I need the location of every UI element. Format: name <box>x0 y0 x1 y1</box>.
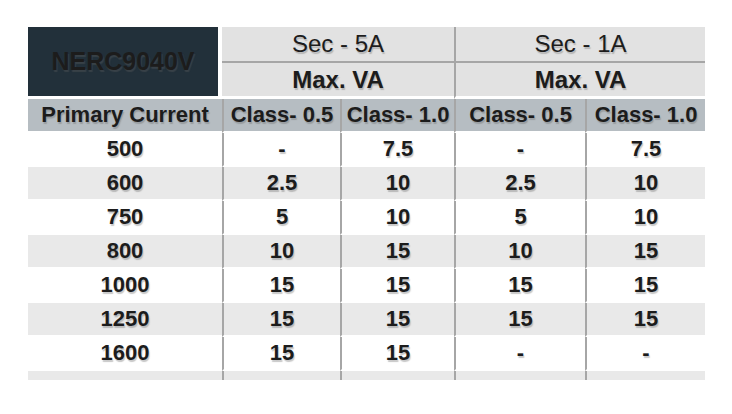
empty-footer-cell <box>340 371 454 380</box>
subheader-max-va-sec5a: Max. VA <box>222 63 454 99</box>
cell-value: 2.5 <box>454 167 585 201</box>
cell-primary-current: 1600 <box>28 337 222 371</box>
cell-value: 15 <box>340 337 454 371</box>
cell-value: 15 <box>585 235 705 269</box>
cell-value: - <box>454 337 585 371</box>
cell-value: - <box>222 133 340 167</box>
cell-value: 10 <box>585 167 705 201</box>
cell-value: 10 <box>585 201 705 235</box>
column-header-row: Primary Current Class- 0.5 Class- 1.0 Cl… <box>28 99 705 133</box>
page: NERC9040V Sec - 5A Sec - 1A Max. VA Max.… <box>0 0 732 414</box>
cell-value: 15 <box>340 303 454 337</box>
cell-value: 5 <box>454 201 585 235</box>
column-header-class-05-sec5a: Class- 0.5 <box>222 99 340 133</box>
cell-value: 15 <box>585 303 705 337</box>
column-header-class-05-sec1a: Class- 0.5 <box>454 99 585 133</box>
empty-footer-cell <box>454 371 585 380</box>
empty-footer-cell <box>28 371 222 380</box>
cell-primary-current: 800 <box>28 235 222 269</box>
table-row: 600 2.5 10 2.5 10 <box>28 167 705 201</box>
cell-primary-current: 500 <box>28 133 222 167</box>
cell-value: 7.5 <box>585 133 705 167</box>
cell-primary-current: 1000 <box>28 269 222 303</box>
empty-footer-row <box>28 371 705 380</box>
empty-footer-cell <box>585 371 705 380</box>
column-header-primary-current: Primary Current <box>28 99 222 133</box>
cell-value: 15 <box>222 269 340 303</box>
table-row: 1250 15 15 15 15 <box>28 303 705 337</box>
group-header-sec-5a: Sec - 5A <box>222 27 454 63</box>
group-header-row: NERC9040V Sec - 5A Sec - 1A <box>28 27 705 63</box>
cell-value: 10 <box>340 201 454 235</box>
cell-value: 15 <box>454 269 585 303</box>
cell-primary-current: 750 <box>28 201 222 235</box>
cell-value: 5 <box>222 201 340 235</box>
cell-value: 15 <box>454 303 585 337</box>
cell-value: 15 <box>340 235 454 269</box>
cell-value: 10 <box>454 235 585 269</box>
subheader-max-va-sec1a: Max. VA <box>454 63 705 99</box>
table-row: 750 5 10 5 10 <box>28 201 705 235</box>
group-header-sec-1a: Sec - 1A <box>454 27 705 63</box>
va-rating-table: NERC9040V Sec - 5A Sec - 1A Max. VA Max.… <box>28 27 705 380</box>
cell-value: 15 <box>222 337 340 371</box>
cell-primary-current: 1250 <box>28 303 222 337</box>
cell-value: 7.5 <box>340 133 454 167</box>
cell-value: 15 <box>585 269 705 303</box>
table-row: 1600 15 15 - - <box>28 337 705 371</box>
cell-value: 15 <box>340 269 454 303</box>
cell-value: 2.5 <box>222 167 340 201</box>
empty-footer-cell <box>222 371 340 380</box>
table-row: 1000 15 15 15 15 <box>28 269 705 303</box>
cell-value: 10 <box>222 235 340 269</box>
column-header-class-10-sec5a: Class- 1.0 <box>340 99 454 133</box>
table-row: 500 - 7.5 - 7.5 <box>28 133 705 167</box>
cell-primary-current: 600 <box>28 167 222 201</box>
cell-value: - <box>585 337 705 371</box>
column-header-class-10-sec1a: Class- 1.0 <box>585 99 705 133</box>
table-row: 800 10 15 10 15 <box>28 235 705 269</box>
model-header-cell: NERC9040V <box>28 27 222 99</box>
cell-value: 15 <box>222 303 340 337</box>
cell-value: - <box>454 133 585 167</box>
cell-value: 10 <box>340 167 454 201</box>
